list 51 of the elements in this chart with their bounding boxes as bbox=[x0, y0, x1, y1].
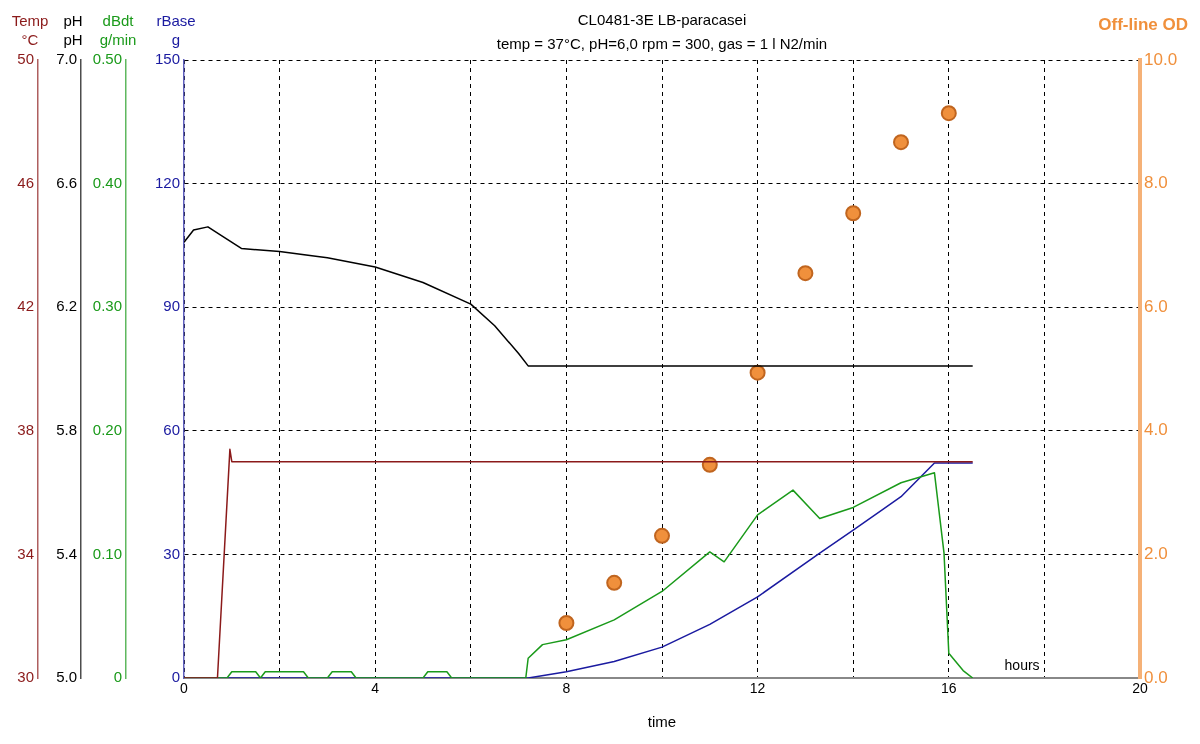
y-tick-label: 0 bbox=[171, 668, 180, 686]
y-tick-label: 0.30 bbox=[92, 297, 122, 315]
y-tick-label: 90 bbox=[163, 297, 180, 315]
chart-subtitle: temp = 37°C, pH=6,0 rpm = 300, gas = 1 l N2/min bbox=[496, 35, 828, 52]
chart-title: CL0481-3E LB-paracasei bbox=[577, 11, 747, 28]
y-tick-label: 7.0 bbox=[56, 50, 77, 68]
y-tick-label: 0.40 bbox=[92, 173, 122, 191]
y-tick-label: 46 bbox=[17, 173, 34, 191]
y-tick-label: 42 bbox=[17, 297, 34, 315]
x-tick-label: 4 bbox=[371, 680, 380, 697]
y-axis-title: dBdt g/min bbox=[99, 12, 137, 48]
point bbox=[606, 574, 623, 591]
point bbox=[940, 105, 957, 122]
point bbox=[701, 456, 718, 473]
y-tick-label: 30 bbox=[17, 668, 34, 686]
annotation: hours bbox=[1004, 657, 1040, 673]
y2-tick-label: 10.0 bbox=[1144, 49, 1178, 69]
y-axis-title: Temp °C bbox=[11, 12, 49, 48]
point bbox=[893, 134, 909, 151]
y-tick-label: 150 bbox=[154, 50, 180, 68]
y-tick-label: 0 bbox=[113, 668, 122, 686]
y-tick-label: 5.0 bbox=[56, 668, 77, 686]
y-tick-label: 0.20 bbox=[92, 420, 122, 438]
point bbox=[558, 615, 575, 631]
y-tick-label: 120 bbox=[154, 173, 180, 191]
x-tick-label: 12 bbox=[749, 680, 766, 697]
y-axis-title: rBase g bbox=[156, 12, 196, 48]
y2-tick-label: 4.0 bbox=[1144, 420, 1168, 440]
y-tick-label: 5.8 bbox=[56, 420, 77, 438]
y-tick-label: 0.50 bbox=[92, 50, 122, 68]
y2-axis-title: Off-line OD bbox=[1098, 15, 1188, 34]
x-axis-title: time bbox=[647, 713, 677, 731]
y2-tick-label: 2.0 bbox=[1144, 544, 1168, 564]
point bbox=[845, 205, 862, 222]
y-tick-label: 50 bbox=[17, 50, 34, 68]
y-tick-label: 6.2 bbox=[56, 297, 77, 315]
y-tick-label: 30 bbox=[163, 544, 180, 562]
y-tick-label: 34 bbox=[17, 544, 34, 562]
point bbox=[749, 364, 766, 381]
y-tick-label: 6.6 bbox=[56, 173, 77, 191]
x-tick-label: 8 bbox=[562, 680, 571, 697]
y-tick-label: 0.10 bbox=[92, 544, 122, 562]
y-axis-title: pH pH bbox=[63, 12, 83, 48]
point bbox=[654, 527, 670, 544]
y-tick-label: 60 bbox=[163, 420, 180, 438]
x-tick-label: 16 bbox=[941, 680, 957, 697]
point bbox=[797, 265, 814, 282]
y2-tick-label: 6.0 bbox=[1144, 296, 1168, 316]
y-tick-label: 5.4 bbox=[56, 544, 77, 562]
y-tick-label: 38 bbox=[17, 420, 34, 438]
y2-tick-label: 8.0 bbox=[1144, 173, 1168, 193]
